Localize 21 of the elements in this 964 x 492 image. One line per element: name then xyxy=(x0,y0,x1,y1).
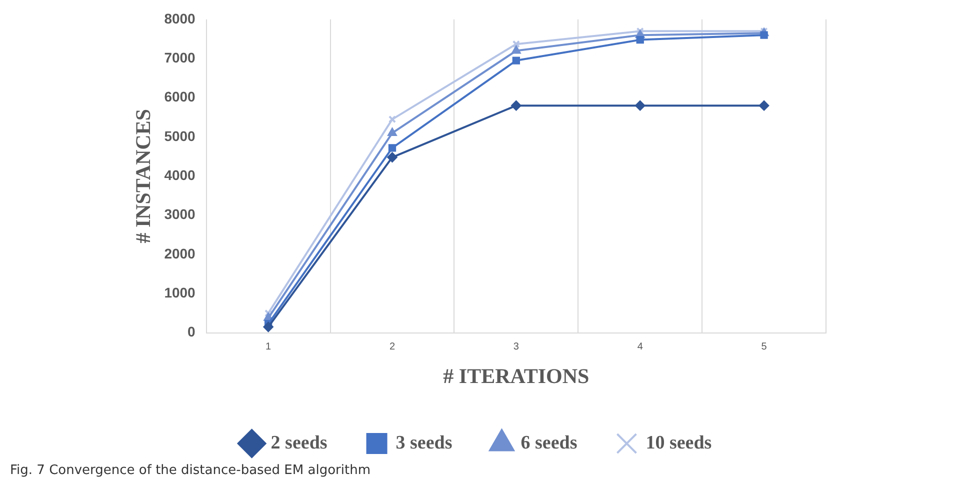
x-tick-label: 1 xyxy=(266,342,272,353)
y-tick-label: 4000 xyxy=(164,166,196,183)
legend-label: 10 seeds xyxy=(646,432,712,454)
legend-label: 3 seeds xyxy=(396,432,452,454)
y-tick-label: 2000 xyxy=(164,245,196,262)
legend-label: 6 seeds xyxy=(520,432,578,454)
x-tick-label: 2 xyxy=(389,342,396,353)
x-axis-title: # ITERATIONS xyxy=(443,364,590,388)
y-tick-label: 6000 xyxy=(164,88,196,105)
y-tick-label: 8000 xyxy=(164,10,196,26)
x-tick-label: 3 xyxy=(513,342,520,353)
y-axis-title: # INSTANCES xyxy=(131,108,156,244)
y-tick-label: 1000 xyxy=(164,284,196,300)
x-tick-label: 4 xyxy=(637,342,644,353)
caption: Fig. 7 Convergence of the distance-based EM algorithm xyxy=(9,463,372,478)
y-tick-label: 3000 xyxy=(164,206,196,222)
y-tick-label: 0 xyxy=(188,324,196,340)
x-tick-label: 5 xyxy=(761,342,768,353)
y-tick-label: 7000 xyxy=(164,49,196,66)
y-tick-label: 5000 xyxy=(164,128,196,144)
legend-label: 2 seeds xyxy=(270,432,328,454)
